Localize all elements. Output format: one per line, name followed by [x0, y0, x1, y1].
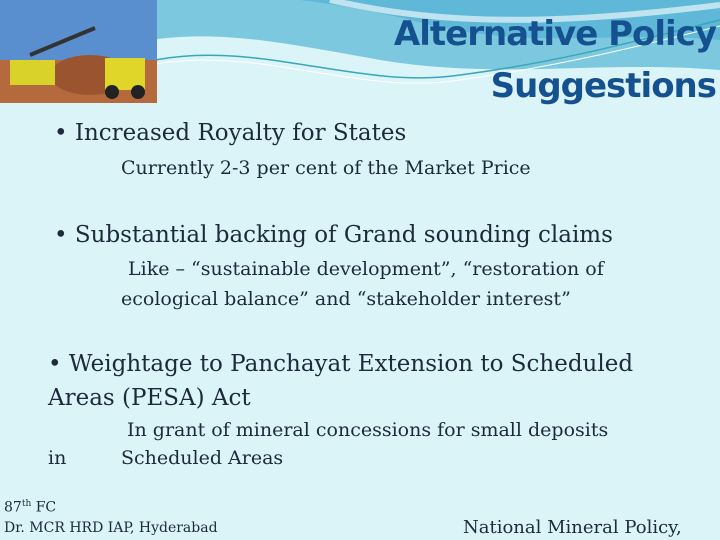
- bullet-3: • Weightage to Panchayat Extension to Sc…: [48, 351, 634, 377]
- bullet-3-sub-2: Scheduled Areas: [121, 447, 284, 469]
- bullet-3-line-2: Areas (PESA) Act: [48, 385, 251, 411]
- footer-author: Dr. MCR HRD IAP, Hyderabad: [4, 520, 218, 536]
- bullet-3-sub-in: in: [48, 447, 67, 469]
- footer-title: National Mineral Policy,: [463, 517, 682, 538]
- wave-banner: [150, 0, 720, 84]
- mining-truck-photo: [0, 0, 157, 103]
- bullet-1: • Increased Royalty for States: [54, 120, 407, 146]
- bullet-2: • Substantial backing of Grand sounding …: [54, 222, 613, 248]
- title-line-1: Alternative Policy: [393, 14, 717, 54]
- slide-title: Alternative Policy Suggestions: [393, 8, 717, 112]
- bullet-2-sub-1: Like – “sustainable development”, “resto…: [128, 258, 604, 280]
- footer-session: 87th FC: [4, 499, 57, 516]
- bullet-2-sub-2: ecological balance” and “stakeholder int…: [121, 288, 571, 310]
- bullet-1-sub: Currently 2-3 per cent of the Market Pri…: [121, 157, 531, 179]
- title-line-2: Suggestions: [490, 66, 717, 106]
- bullet-3-sub-1: In grant of mineral concessions for smal…: [127, 419, 609, 441]
